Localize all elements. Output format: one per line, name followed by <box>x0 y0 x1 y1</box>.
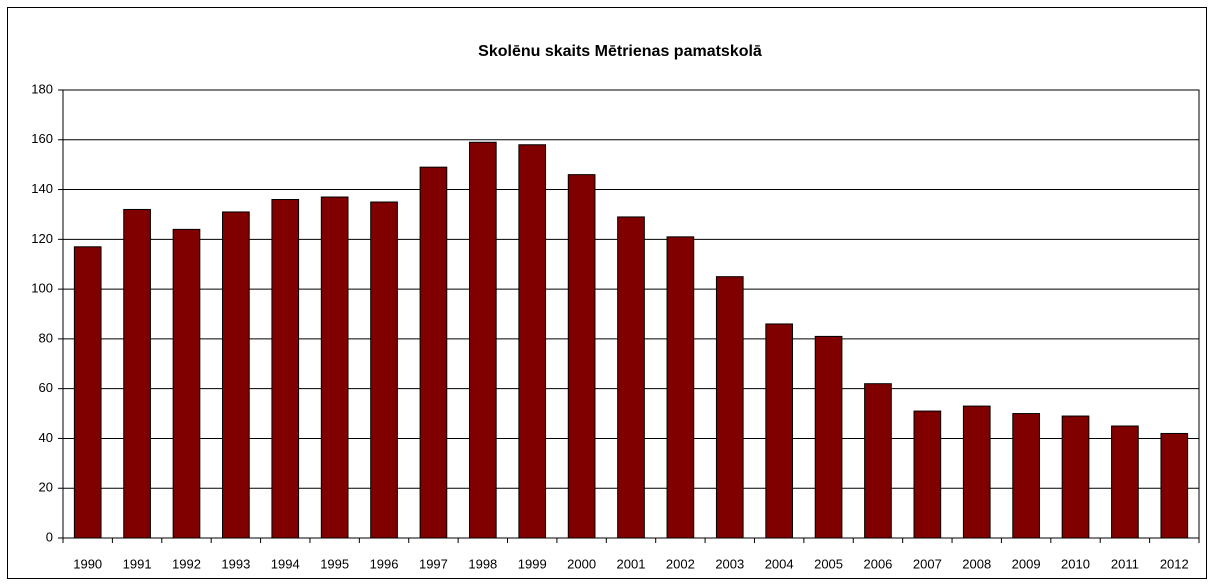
bar <box>271 199 300 539</box>
x-tick-label: 2005 <box>814 556 843 571</box>
bar <box>814 335 843 539</box>
bar <box>320 196 349 539</box>
bar <box>765 323 794 539</box>
bar <box>666 236 695 539</box>
bar <box>222 211 250 539</box>
x-tick-label: 1994 <box>271 556 300 571</box>
y-tick-label: 140 <box>31 181 53 196</box>
y-tick-label: 160 <box>31 131 53 146</box>
x-tick-label: 2009 <box>1012 556 1041 571</box>
x-tick-label: 2003 <box>715 556 744 571</box>
x-tick-label: 1995 <box>320 556 349 571</box>
x-tick-label: 2002 <box>666 556 695 571</box>
y-tick-label: 100 <box>31 281 53 296</box>
x-tick-label: 1999 <box>518 556 547 571</box>
bar <box>962 405 991 539</box>
bar <box>864 383 892 539</box>
y-tick-label: 120 <box>31 231 53 246</box>
y-tick-label: 60 <box>39 380 53 395</box>
x-tick-label: 2011 <box>1111 556 1139 571</box>
y-tick-label: 0 <box>46 529 53 544</box>
y-tick-label: 20 <box>39 480 53 495</box>
bar <box>73 246 102 539</box>
bar <box>913 410 942 539</box>
x-tick-label: 1990 <box>73 556 102 571</box>
x-tick-label: 1996 <box>370 556 399 571</box>
bar <box>1061 415 1090 539</box>
x-tick-label: 2008 <box>962 556 991 571</box>
bar <box>1111 425 1139 539</box>
bar <box>419 166 448 539</box>
bar <box>123 208 151 539</box>
bar <box>567 174 596 539</box>
x-tick-label: 2012 <box>1160 556 1189 571</box>
x-tick-label: 2007 <box>913 556 942 571</box>
x-tick-label: 2010 <box>1061 556 1090 571</box>
x-tick-label: 2004 <box>765 556 794 571</box>
bar <box>715 276 744 539</box>
bar <box>468 141 497 539</box>
bar <box>518 144 547 539</box>
bar <box>370 201 398 539</box>
y-tick-label: 80 <box>39 330 53 345</box>
x-tick-label: 1997 <box>419 556 448 571</box>
x-tick-label: 1991 <box>123 556 152 571</box>
y-tick-label: 180 <box>31 81 53 96</box>
x-tick-label: 2000 <box>567 556 596 571</box>
x-tick-label: 2006 <box>863 556 892 571</box>
bar <box>1012 413 1040 539</box>
x-tick-label: 1993 <box>221 556 250 571</box>
x-tick-label: 1998 <box>468 556 497 571</box>
x-tick-label: 2001 <box>617 556 646 571</box>
bar <box>172 228 201 539</box>
bar <box>1160 432 1189 539</box>
bar <box>617 216 645 539</box>
y-tick-label: 40 <box>39 430 53 445</box>
chart-title: Skolēnu skaits Mētrienas pamatskolā <box>478 43 762 60</box>
x-tick-label: 1992 <box>172 556 201 571</box>
